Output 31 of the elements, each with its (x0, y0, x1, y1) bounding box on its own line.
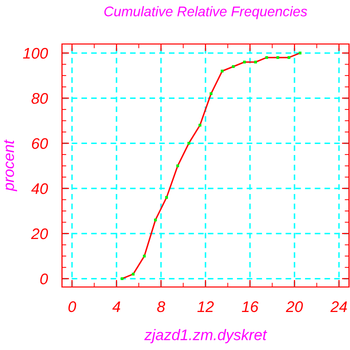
point (288, 56, 290, 59)
x-tick-label: 20 (286, 301, 303, 312)
point (254, 60, 257, 64)
y-tick-label: 80 (32, 93, 48, 104)
x-tick-label: 0 (68, 301, 76, 312)
point (165, 196, 168, 199)
point (198, 124, 202, 127)
point (265, 56, 268, 59)
line-series (121, 52, 301, 280)
point (220, 70, 224, 72)
x-tick-label: 8 (157, 301, 166, 312)
point (232, 65, 235, 68)
x-tick-label: 16 (242, 301, 258, 312)
y-tick-label: 60 (32, 138, 48, 149)
y-tick-label: 100 (23, 48, 48, 59)
y-tick-label: 0 (40, 274, 48, 284)
point (243, 60, 246, 64)
x-tick-label: 24 (330, 301, 347, 312)
x-tick-label: 4 (112, 301, 120, 312)
point (276, 56, 280, 59)
point (142, 254, 146, 258)
y-axis-title: procent (4, 139, 18, 192)
point (154, 218, 157, 222)
x-axis-title: zjazd1.zm.dyskret (144, 329, 268, 344)
point (120, 277, 124, 280)
point (298, 52, 302, 54)
point (210, 92, 212, 96)
chart-title: Cumulative Relative Frequencies (104, 6, 308, 20)
y-tick-label: 40 (31, 183, 48, 194)
x-tick-label: 12 (197, 301, 214, 312)
y-tick-label: 20 (31, 228, 48, 240)
